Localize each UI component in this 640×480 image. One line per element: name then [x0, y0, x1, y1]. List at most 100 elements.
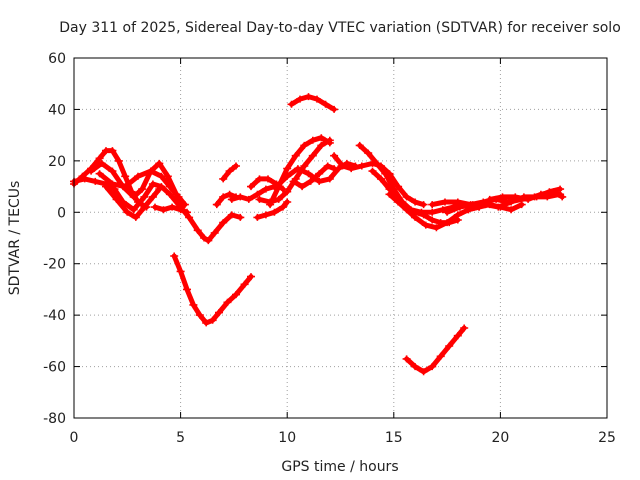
chart-title: Day 311 of 2025, Sidereal Day-to-day VTE…: [59, 20, 621, 36]
data-point: [232, 291, 240, 299]
x-tick-label: 15: [385, 430, 403, 446]
data-point: [419, 368, 428, 376]
y-tick-label: -20: [43, 257, 66, 273]
y-tick-label: -40: [43, 308, 66, 324]
data-point: [432, 224, 441, 232]
data-point: [283, 165, 292, 173]
data-point: [253, 190, 262, 198]
data-point: [394, 198, 403, 206]
series-arc-5: [102, 183, 164, 221]
data-point: [140, 193, 149, 201]
data-point: [283, 172, 292, 180]
data-point: [308, 152, 317, 160]
data-point: [219, 193, 228, 201]
data-point: [411, 213, 420, 221]
data-point: [304, 170, 313, 178]
data-point: [453, 211, 462, 219]
data-point: [402, 193, 411, 201]
data-point: [304, 93, 313, 101]
data-point: [445, 342, 454, 350]
grid-lines: [74, 58, 607, 418]
series-line: [171, 253, 254, 326]
data-point: [428, 201, 437, 209]
data-point: [102, 183, 110, 191]
y-tick-label: 20: [48, 154, 66, 170]
data-point: [176, 206, 185, 214]
data-point: [357, 162, 366, 170]
data-point: [300, 162, 309, 170]
data-point: [274, 195, 283, 203]
data-point: [261, 211, 270, 219]
data-point: [185, 213, 194, 221]
data-point: [313, 95, 321, 103]
series-arc-9: [219, 162, 240, 183]
data-point: [278, 203, 287, 211]
data-point: [498, 193, 507, 201]
data-point: [148, 193, 157, 201]
data-point: [428, 208, 437, 216]
series-arc-10: [227, 183, 279, 203]
data-point: [208, 316, 217, 324]
series-arc-17: [287, 93, 339, 113]
data-point: [524, 195, 533, 203]
data-point: [306, 177, 315, 185]
data-point: [441, 198, 449, 206]
data-point: [330, 165, 339, 173]
data-point: [108, 180, 117, 188]
series-arc-25: [464, 201, 526, 214]
data-point: [219, 219, 228, 227]
data-point: [298, 183, 307, 191]
data-point: [168, 203, 177, 211]
data-point: [517, 201, 526, 209]
series-arc-26: [485, 188, 567, 203]
data-point: [317, 141, 326, 149]
data-point: [300, 141, 309, 149]
data-point: [215, 309, 223, 317]
data-point: [97, 159, 106, 167]
data-point: [475, 203, 484, 211]
data-point: [261, 185, 270, 193]
data-point: [272, 183, 281, 191]
data-point: [428, 216, 437, 224]
data-point: [325, 139, 334, 147]
data-point: [255, 195, 264, 203]
data-point: [419, 201, 428, 209]
data-point: [247, 183, 255, 191]
data-point: [121, 172, 130, 180]
data-point: [411, 198, 420, 206]
data-point: [549, 188, 558, 196]
data-point: [296, 95, 304, 103]
data-point: [170, 252, 179, 260]
data-point: [134, 172, 142, 180]
data-point: [402, 206, 411, 214]
data-point: [291, 152, 300, 160]
series-arc-19: [355, 141, 466, 216]
series-arc-7: [170, 252, 255, 327]
data-point: [114, 157, 123, 165]
data-point: [155, 159, 164, 167]
data-point: [138, 185, 147, 193]
data-point: [308, 136, 317, 144]
data-point: [364, 149, 373, 157]
x-axis: 0 5 10 15 20 25: [70, 58, 616, 446]
plot-area: [70, 93, 567, 376]
data-point: [453, 332, 462, 340]
data-point: [536, 190, 545, 198]
y-tick-label: 40: [48, 102, 66, 118]
x-tick-label: 5: [176, 430, 185, 446]
data-point: [464, 206, 473, 214]
data-point: [176, 267, 185, 275]
data-point: [289, 177, 298, 185]
data-point: [148, 180, 157, 188]
x-tick-label: 25: [598, 430, 616, 446]
data-point: [247, 273, 255, 281]
data-point: [372, 159, 381, 167]
data-point: [95, 154, 104, 162]
data-point: [108, 147, 117, 155]
series-line: [387, 191, 482, 231]
data-point: [315, 177, 324, 185]
series-arc-4: [95, 167, 189, 209]
data-point: [129, 193, 138, 201]
data-point: [174, 193, 183, 201]
data-point: [283, 188, 292, 196]
